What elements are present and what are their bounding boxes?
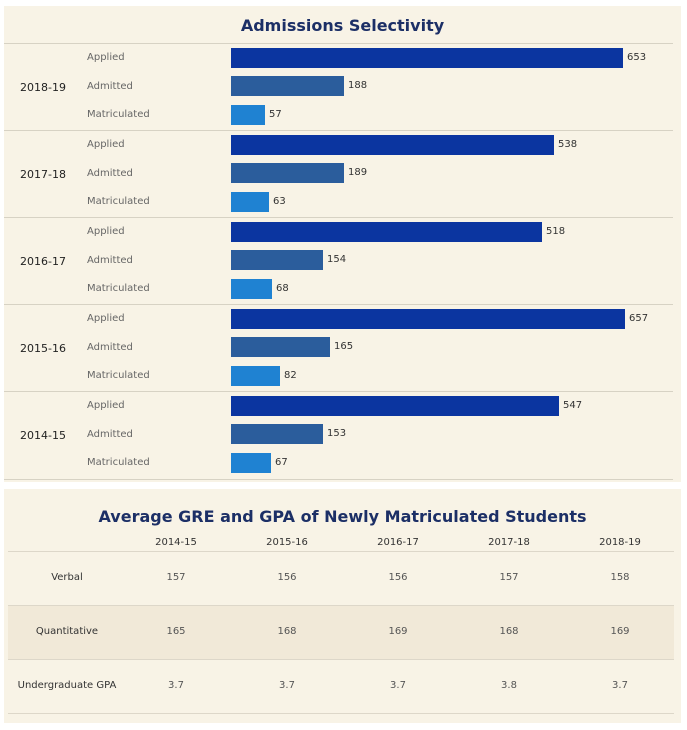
column-header: 2016-17: [377, 537, 419, 548]
column-header: 2015-16: [266, 537, 308, 548]
category-label: Admitted: [87, 168, 133, 179]
bar-admitted: [231, 424, 323, 444]
bar-value-label: 547: [563, 400, 583, 411]
row-label: Undergraduate GPA: [17, 680, 117, 691]
table-cell: 156: [388, 572, 408, 583]
year-label: 2017-18: [20, 168, 66, 181]
bar-matriculated: [231, 366, 280, 386]
category-label: Applied: [87, 313, 125, 324]
table-cell: 3.7: [279, 680, 295, 691]
bar-matriculated: [231, 453, 271, 473]
category-label: Admitted: [87, 429, 133, 440]
column-header: 2017-18: [488, 537, 530, 548]
category-label: Admitted: [87, 255, 133, 266]
bar-value-label: 63: [273, 196, 286, 207]
bar-value-label: 657: [629, 313, 649, 324]
bar-value-label: 653: [627, 52, 647, 63]
year-label: 2015-16: [20, 342, 66, 355]
category-label: Matriculated: [87, 196, 150, 207]
category-label: Matriculated: [87, 457, 150, 468]
bar-matriculated: [231, 105, 265, 125]
chart-title: Admissions Selectivity: [240, 16, 445, 35]
year-group: 2014-15 Applied 547 Admitted 153 Matriculated…: [4, 391, 673, 480]
bar-value-label: 189: [348, 167, 368, 178]
bar-admitted: [231, 76, 344, 96]
table-cell: 157: [499, 572, 519, 583]
table-cell: 3.8: [501, 680, 517, 691]
table-title: Average GRE and GPA of Newly Matriculate…: [98, 507, 587, 526]
row-label: Verbal: [51, 572, 83, 583]
year-group: 2015-16 Applied 657 Admitted 165 Matriculated…: [4, 304, 673, 392]
bar-value-label: 188: [348, 80, 368, 91]
table-cell: 3.7: [168, 680, 184, 691]
table-row: Undergraduate GPA 3.7 3.7 3.7 3.8 3.7: [8, 659, 674, 714]
category-label: Admitted: [87, 342, 133, 353]
table-cell: 168: [499, 626, 519, 637]
bar-value-label: 153: [327, 428, 347, 439]
bar-admitted: [231, 337, 330, 357]
table-row: Quantitative 165 168 169 168 169: [8, 605, 674, 659]
category-label: Matriculated: [87, 109, 150, 120]
bar-applied: [231, 135, 554, 155]
table-cell: 169: [388, 626, 408, 637]
category-label: Matriculated: [87, 370, 150, 381]
table-cell: 3.7: [612, 680, 628, 691]
table-row: Verbal 157 156 156 157 158: [8, 551, 674, 605]
admissions-selectivity-panel: Admissions Selectivity 2018-19 Applied 653…: [4, 6, 681, 482]
category-label: Applied: [87, 52, 125, 63]
table-cell: 156: [277, 572, 297, 583]
bar-value-label: 57: [269, 109, 282, 120]
table-cell: 168: [277, 626, 297, 637]
bar-value-label: 67: [275, 457, 288, 468]
category-label: Applied: [87, 139, 125, 150]
bar-applied: [231, 48, 623, 68]
bar-matriculated: [231, 192, 269, 212]
table-cell: 165: [166, 626, 186, 637]
row-label: Quantitative: [35, 626, 99, 637]
column-header: 2018-19: [599, 537, 641, 548]
bar-value-label: 68: [276, 283, 289, 294]
bar-admitted: [231, 163, 344, 183]
bar-applied: [231, 309, 625, 329]
year-label: 2016-17: [20, 255, 66, 268]
year-label: 2018-19: [20, 81, 66, 94]
category-label: Applied: [87, 226, 125, 237]
year-group: 2016-17 Applied 518 Admitted 154 Matriculated…: [4, 217, 673, 305]
year-group: 2018-19 Applied 653 Admitted 188 Matriculated…: [4, 43, 673, 131]
bar-value-label: 538: [558, 139, 578, 150]
table-cell: 158: [610, 572, 630, 583]
bar-value-label: 165: [334, 341, 354, 352]
table-cell: 3.7: [390, 680, 406, 691]
table-cell: 169: [610, 626, 630, 637]
category-label: Matriculated: [87, 283, 150, 294]
bar-applied: [231, 222, 542, 242]
table-cell: 157: [166, 572, 186, 583]
bar-value-label: 518: [546, 226, 566, 237]
bar-admitted: [231, 250, 323, 270]
year-label: 2014-15: [20, 429, 66, 442]
bar-applied: [231, 396, 559, 416]
category-label: Admitted: [87, 81, 133, 92]
bar-matriculated: [231, 279, 272, 299]
gre-gpa-panel: Average GRE and GPA of Newly Matriculate…: [4, 489, 681, 723]
category-label: Applied: [87, 400, 125, 411]
bar-value-label: 82: [284, 370, 297, 381]
column-header: 2014-15: [155, 537, 197, 548]
year-group: 2017-18 Applied 538 Admitted 189 Matriculated…: [4, 130, 673, 218]
bar-value-label: 154: [327, 254, 347, 265]
